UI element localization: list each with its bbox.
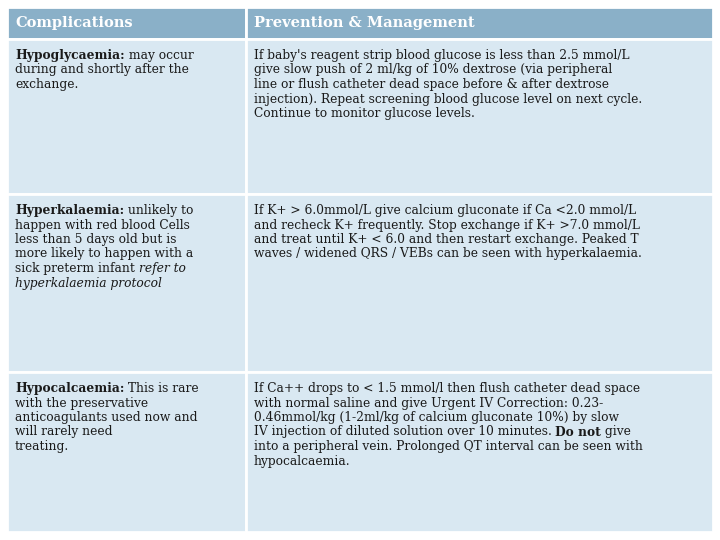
Text: with the preservative: with the preservative xyxy=(15,396,148,409)
Text: refer to: refer to xyxy=(139,262,186,275)
Text: anticoagulants used now and: anticoagulants used now and xyxy=(15,411,197,424)
Text: and recheck K+ frequently. Stop exchange if K+ >7.0 mmol/L: and recheck K+ frequently. Stop exchange… xyxy=(253,219,639,232)
Text: Prevention & Management: Prevention & Management xyxy=(253,16,474,30)
Text: If K+ > 6.0mmol/L give calcium gluconate if Ca <2.0 mmol/L: If K+ > 6.0mmol/L give calcium gluconate… xyxy=(253,204,636,217)
Bar xyxy=(7,372,246,532)
Text: and treat until K+ < 6.0 and then restart exchange. Peaked T: and treat until K+ < 6.0 and then restar… xyxy=(253,233,638,246)
Text: exchange.: exchange. xyxy=(15,78,78,91)
Text: If Ca++ drops to < 1.5 mmol/l then flush catheter dead space: If Ca++ drops to < 1.5 mmol/l then flush… xyxy=(253,382,640,395)
Text: will rarely need: will rarely need xyxy=(15,426,112,438)
Text: This is rare: This is rare xyxy=(125,382,199,395)
Text: Hypocalcaemia:: Hypocalcaemia: xyxy=(15,382,125,395)
Text: more likely to happen with a: more likely to happen with a xyxy=(15,247,193,260)
Text: hypocalcaemia.: hypocalcaemia. xyxy=(253,455,350,468)
Text: hyperkalaemia protocol: hyperkalaemia protocol xyxy=(15,276,162,289)
Text: IV injection of diluted solution over 10 minutes.: IV injection of diluted solution over 10… xyxy=(253,426,555,438)
Bar xyxy=(7,194,246,372)
Bar xyxy=(246,39,713,194)
Text: sick preterm infant: sick preterm infant xyxy=(15,262,139,275)
Text: Hypoglycaemia:: Hypoglycaemia: xyxy=(15,49,125,62)
Text: with normal saline and give Urgent IV Correction: 0.23-: with normal saline and give Urgent IV Co… xyxy=(253,396,603,409)
Text: during and shortly after the: during and shortly after the xyxy=(15,64,189,77)
Bar xyxy=(246,7,713,39)
Text: may occur: may occur xyxy=(125,49,194,62)
Text: happen with red blood Cells: happen with red blood Cells xyxy=(15,219,190,232)
Text: Complications: Complications xyxy=(15,16,132,30)
Text: injection). Repeat screening blood glucose level on next cycle.: injection). Repeat screening blood gluco… xyxy=(253,92,642,105)
Text: Hyperkalaemia:: Hyperkalaemia: xyxy=(15,204,124,217)
Text: into a peripheral vein. Prolonged QT interval can be seen with: into a peripheral vein. Prolonged QT int… xyxy=(253,440,642,453)
Text: 0.46mmol/kg (1-2ml/kg of calcium gluconate 10%) by slow: 0.46mmol/kg (1-2ml/kg of calcium glucona… xyxy=(253,411,618,424)
Text: treating.: treating. xyxy=(15,440,69,453)
Bar xyxy=(246,372,713,532)
Text: Continue to monitor glucose levels.: Continue to monitor glucose levels. xyxy=(253,107,474,120)
Text: give: give xyxy=(601,426,631,438)
Bar xyxy=(7,7,246,39)
Text: unlikely to: unlikely to xyxy=(124,204,194,217)
Text: waves / widened QRS / VEBs can be seen with hyperkalaemia.: waves / widened QRS / VEBs can be seen w… xyxy=(253,247,642,260)
Text: Do not: Do not xyxy=(555,426,601,438)
Text: give slow push of 2 ml/kg of 10% dextrose (via peripheral: give slow push of 2 ml/kg of 10% dextros… xyxy=(253,64,612,77)
Bar xyxy=(7,39,246,194)
Bar xyxy=(246,194,713,372)
Text: line or flush catheter dead space before & after dextrose: line or flush catheter dead space before… xyxy=(253,78,608,91)
Text: If baby's reagent strip blood glucose is less than 2.5 mmol/L: If baby's reagent strip blood glucose is… xyxy=(253,49,629,62)
Text: less than 5 days old but is: less than 5 days old but is xyxy=(15,233,176,246)
